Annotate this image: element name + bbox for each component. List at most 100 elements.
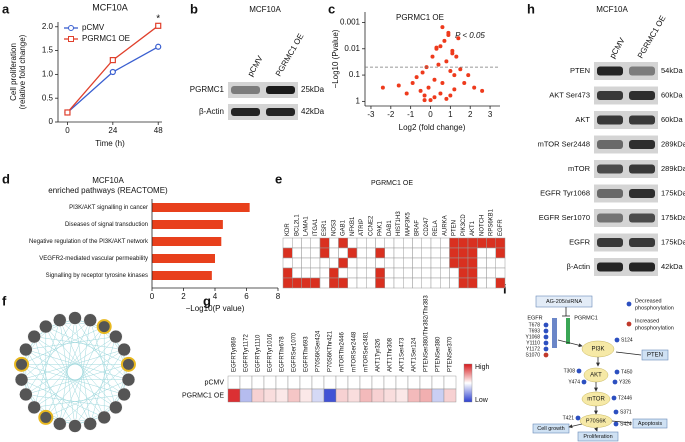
panel-letter: h [527,1,535,16]
phospho-site [626,301,632,307]
cell [383,388,397,403]
lane-label: PGRMC1 OE [274,32,306,78]
node [96,319,112,335]
column-label: mTORSer2481 [364,331,370,372]
arrow [568,423,583,429]
point [380,85,385,90]
cell [467,247,478,259]
cell [227,375,241,390]
x-tick-label: 2 [468,110,473,119]
band [597,213,623,223]
cell [310,277,321,289]
point [438,44,443,49]
x-tick-label: 24 [108,126,117,135]
cell [335,388,349,403]
marker [109,68,116,76]
cell [366,277,376,289]
inhibition [615,351,642,356]
node [27,400,41,415]
column-label: mTORSer2448 [352,331,358,372]
point [422,93,427,98]
point [414,75,419,80]
cell [239,375,253,390]
column-label: MAP3K5 [405,212,411,236]
phospho-site [614,337,620,343]
arrow [557,339,583,348]
cell [412,257,422,269]
cell [287,388,301,403]
point [438,91,443,96]
cell [419,388,433,403]
band [629,164,655,174]
annotation: * [156,13,160,24]
column-label: PTENSer370 [448,336,454,372]
node [68,419,82,433]
edge [89,336,117,424]
panel-letter: i [503,281,507,296]
cell [366,267,376,279]
panel-letter: b [190,1,198,16]
point [456,36,461,41]
column-label: ATRIP [359,219,365,236]
cell [323,388,337,403]
column-label: PAK1 [378,220,384,236]
cell [467,267,478,279]
box [641,349,669,361]
cell [292,237,302,249]
point [422,98,427,103]
edge [33,336,61,424]
cell [299,375,313,390]
size-label: 175kDa [661,237,685,246]
point [432,95,437,100]
category-label: Signalling by receptor tyrosine kinases [46,273,148,279]
size-label: 289kDa [661,164,685,173]
bar [152,203,250,212]
node [19,342,33,357]
row-label: pCMV [205,379,225,386]
cell [393,277,404,289]
band [266,86,295,94]
cell [263,375,277,390]
x-tick-label: 0 [65,126,70,135]
cell [311,388,325,403]
cell [458,257,469,269]
column-label: HIST1H3 [396,211,402,236]
cell [393,247,404,259]
bar [152,271,212,280]
node [53,313,67,327]
x-tick-label: 0 [150,292,155,301]
edge [115,336,129,380]
node-label: PTEN [647,353,663,359]
x-tick-label: -1 [407,110,415,119]
site-label: T308 [564,368,576,374]
chart-title: PGRMC1 OE [371,180,413,187]
cell [403,237,413,249]
band [597,164,623,174]
bar [152,237,222,246]
node [109,329,123,344]
outcome-label: Proliferation [583,434,612,440]
phospho-site [612,379,618,385]
outcome-label: Cell growth [537,426,565,432]
cell [393,267,404,279]
cell [430,257,441,269]
cell [486,237,496,249]
size-label: 289kDa [661,139,685,148]
cell [301,267,311,279]
cell [319,267,330,279]
cell [292,267,302,279]
cell [486,257,496,269]
cell [384,247,395,259]
cell [292,257,302,269]
node [83,417,97,431]
point [444,96,449,101]
protein-label: mTOR Ser2448 [538,139,590,148]
node [14,356,30,372]
annotation: P < 0.05 [455,31,485,40]
pgrmc1-label: PGRMC1 [574,315,598,321]
node-label: mTOR [587,397,605,403]
y-tick-label: 0.001 [340,18,361,27]
cell [299,388,313,403]
box [632,418,668,429]
